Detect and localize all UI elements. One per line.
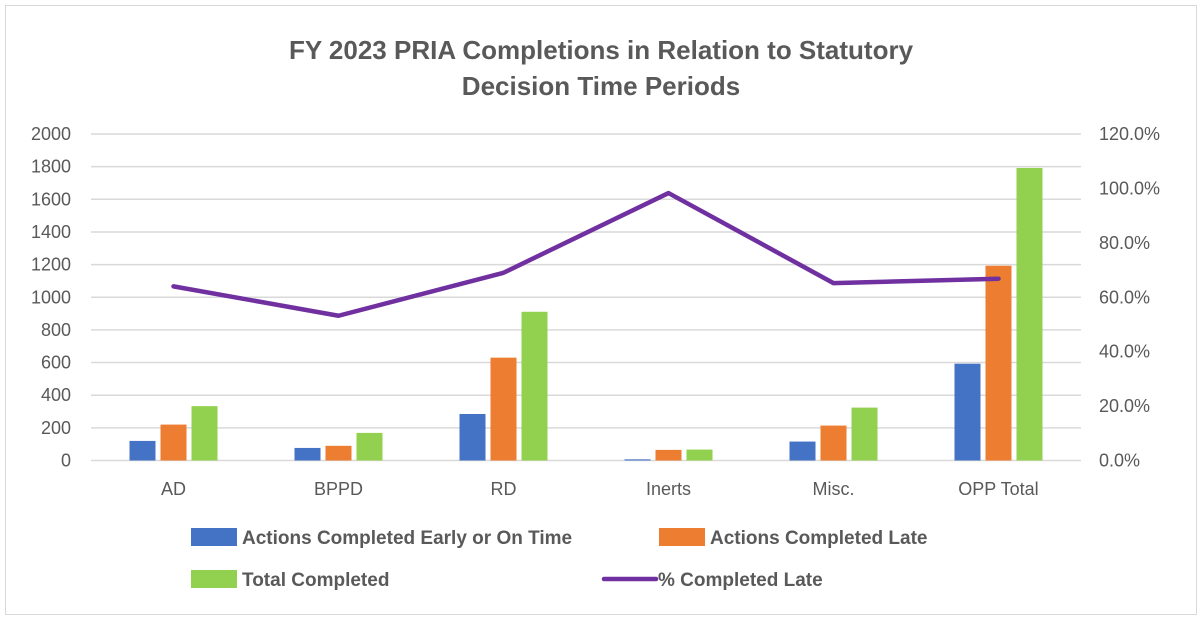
bar-actions-completed-early-or-on-time [294,447,321,461]
bar-actions-completed-early-or-on-time [129,440,156,461]
y-right-tick-label: 80.0% [1099,233,1150,253]
chart-frame: FY 2023 PRIA Completions in Relation to … [5,5,1197,615]
chart-title-line-1: FY 2023 PRIA Completions in Relation to … [289,35,914,65]
y-right-tick-label: 120.0% [1099,124,1160,144]
y-left-tick-label: 1600 [31,189,71,209]
bar-actions-completed-early-or-on-time [789,441,816,461]
x-tick-label: RD [491,479,517,499]
y-left-tick-label: 600 [41,353,71,373]
legend-swatch [191,570,237,588]
y-left-tick-label: 400 [41,385,71,405]
bar-total-completed [356,432,383,461]
bar-actions-completed-late [160,424,187,461]
y-left-tick-label: 0 [61,451,71,471]
legend-swatch [191,528,237,546]
y-left-tick-label: 2000 [31,124,71,144]
bar-actions-completed-early-or-on-time [954,363,981,461]
bar-actions-completed-late [985,265,1012,461]
bar-actions-completed-early-or-on-time [459,413,486,461]
y-right-tick-label: 100.0% [1099,178,1160,198]
y-left-tick-label: 1800 [31,157,71,177]
x-tick-label: BPPD [314,479,363,499]
x-tick-label: Inerts [646,479,691,499]
bar-total-completed [1016,167,1043,461]
legend-swatch [659,528,705,546]
legend-label: % Completed Late [658,570,823,591]
bar-actions-completed-late [490,357,517,461]
bar-actions-completed-early-or-on-time [624,459,651,461]
bar-total-completed [686,449,713,461]
y-left-tick-label: 1400 [31,222,71,242]
x-tick-label: AD [161,479,186,499]
y-right-tick-label: 60.0% [1099,287,1150,307]
bar-total-completed [851,407,878,461]
bar-total-completed [521,311,548,461]
bar-actions-completed-late [820,425,847,461]
bar-total-completed [191,406,218,461]
line-series-percent-late [171,190,1001,319]
bar-actions-completed-late [655,449,682,461]
y-right-tick-label: 20.0% [1099,396,1150,416]
y-left-tick-label: 800 [41,320,71,340]
y-right-tick-label: 40.0% [1099,342,1150,362]
x-tick-label: OPP Total [958,479,1038,499]
y-right-tick-label: 0.0% [1099,451,1140,471]
legend-label: Total Completed [242,570,389,591]
y-left-tick-label: 1200 [31,255,71,275]
y-left-tick-label: 200 [41,418,71,438]
x-tick-label: Misc. [813,479,855,499]
y-left-tick-label: 1000 [31,287,71,307]
legend-label: Actions Completed Early or On Time [242,528,572,549]
chart-title-line-2: Decision Time Periods [462,71,740,101]
legend-label: Actions Completed Late [710,528,927,549]
bar-actions-completed-late [325,445,352,461]
chart: FY 2023 PRIA Completions in Relation to … [31,35,1160,591]
